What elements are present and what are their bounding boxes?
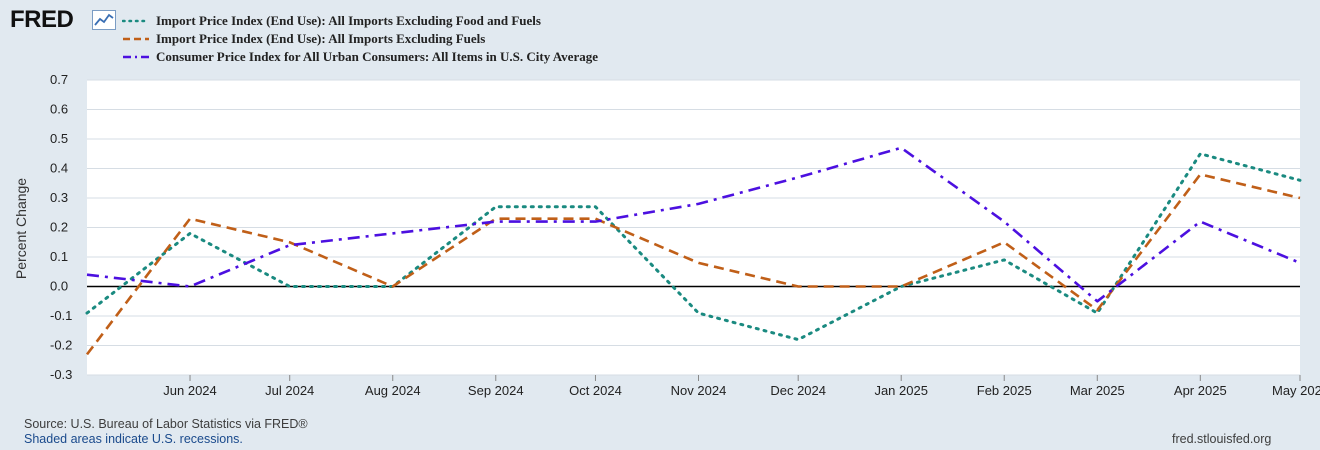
x-tick-label: Jul 2024 xyxy=(265,383,314,398)
legend-label: Import Price Index (End Use): All Import… xyxy=(156,13,541,28)
x-tick-label: Aug 2024 xyxy=(365,383,421,398)
legend-label: Consumer Price Index for All Urban Consu… xyxy=(156,49,598,64)
series-line-1 xyxy=(85,173,1301,356)
recession-note: Shaded areas indicate U.S. recessions. xyxy=(24,432,243,446)
x-tick-label: Nov 2024 xyxy=(671,383,727,398)
y-tick-label: 0.5 xyxy=(50,131,68,146)
x-tick-label: May 202 xyxy=(1272,383,1320,398)
site-url[interactable]: fred.stlouisfed.org xyxy=(1172,432,1272,446)
x-tick-label: Jun 2024 xyxy=(163,383,217,398)
fred-logo[interactable]: FRED xyxy=(10,6,74,33)
x-tick-label: Sep 2024 xyxy=(468,383,524,398)
x-tick-label: Feb 2025 xyxy=(977,383,1032,398)
y-tick-label: 0.4 xyxy=(50,161,68,176)
x-tick-label: Apr 2025 xyxy=(1174,383,1227,398)
legend-item-import-ex-fuels: Import Price Index (End Use): All Import… xyxy=(122,30,598,48)
legend-item-cpi: Consumer Price Index for All Urban Consu… xyxy=(122,48,598,66)
legend-label: Import Price Index (End Use): All Import… xyxy=(156,31,486,46)
y-tick-label: 0.7 xyxy=(50,72,68,87)
y-tick-label: -0.1 xyxy=(50,308,72,323)
x-tick-label: Dec 2024 xyxy=(770,383,826,398)
series-line-2 xyxy=(86,146,1301,303)
y-tick-label: 0.0 xyxy=(50,279,68,294)
y-tick-label: 0.2 xyxy=(50,220,68,235)
series-line-0 xyxy=(85,152,1302,342)
x-tick-label: Jan 2025 xyxy=(874,383,928,398)
legend-swatch-dotted xyxy=(122,19,150,23)
chart-legend: Import Price Index (End Use): All Import… xyxy=(122,12,598,66)
source-note: Source: U.S. Bureau of Labor Statistics … xyxy=(24,417,308,431)
y-axis-label: Percent Change xyxy=(13,178,29,279)
legend-swatch-dashdot xyxy=(123,55,149,59)
y-tick-label: -0.3 xyxy=(50,367,72,382)
line-chart: 0.7 0.6 0.5 0.4 0.3 0.2 0.1 0.0 -0.1 -0.2 -0.3 Jun … xyxy=(13,72,1320,398)
y-tick-label: 0.3 xyxy=(50,190,68,205)
legend-item-import-ex-food-fuels: Import Price Index (End Use): All Import… xyxy=(122,12,598,30)
legend-swatch-dashed xyxy=(123,37,149,41)
line-chart-icon xyxy=(92,10,116,30)
x-tick-label: Mar 2025 xyxy=(1070,383,1125,398)
x-tick-label: Oct 2024 xyxy=(569,383,622,398)
y-tick-label: -0.2 xyxy=(50,338,72,353)
y-tick-label: 0.6 xyxy=(50,102,68,117)
y-tick-label: 0.1 xyxy=(50,249,68,264)
